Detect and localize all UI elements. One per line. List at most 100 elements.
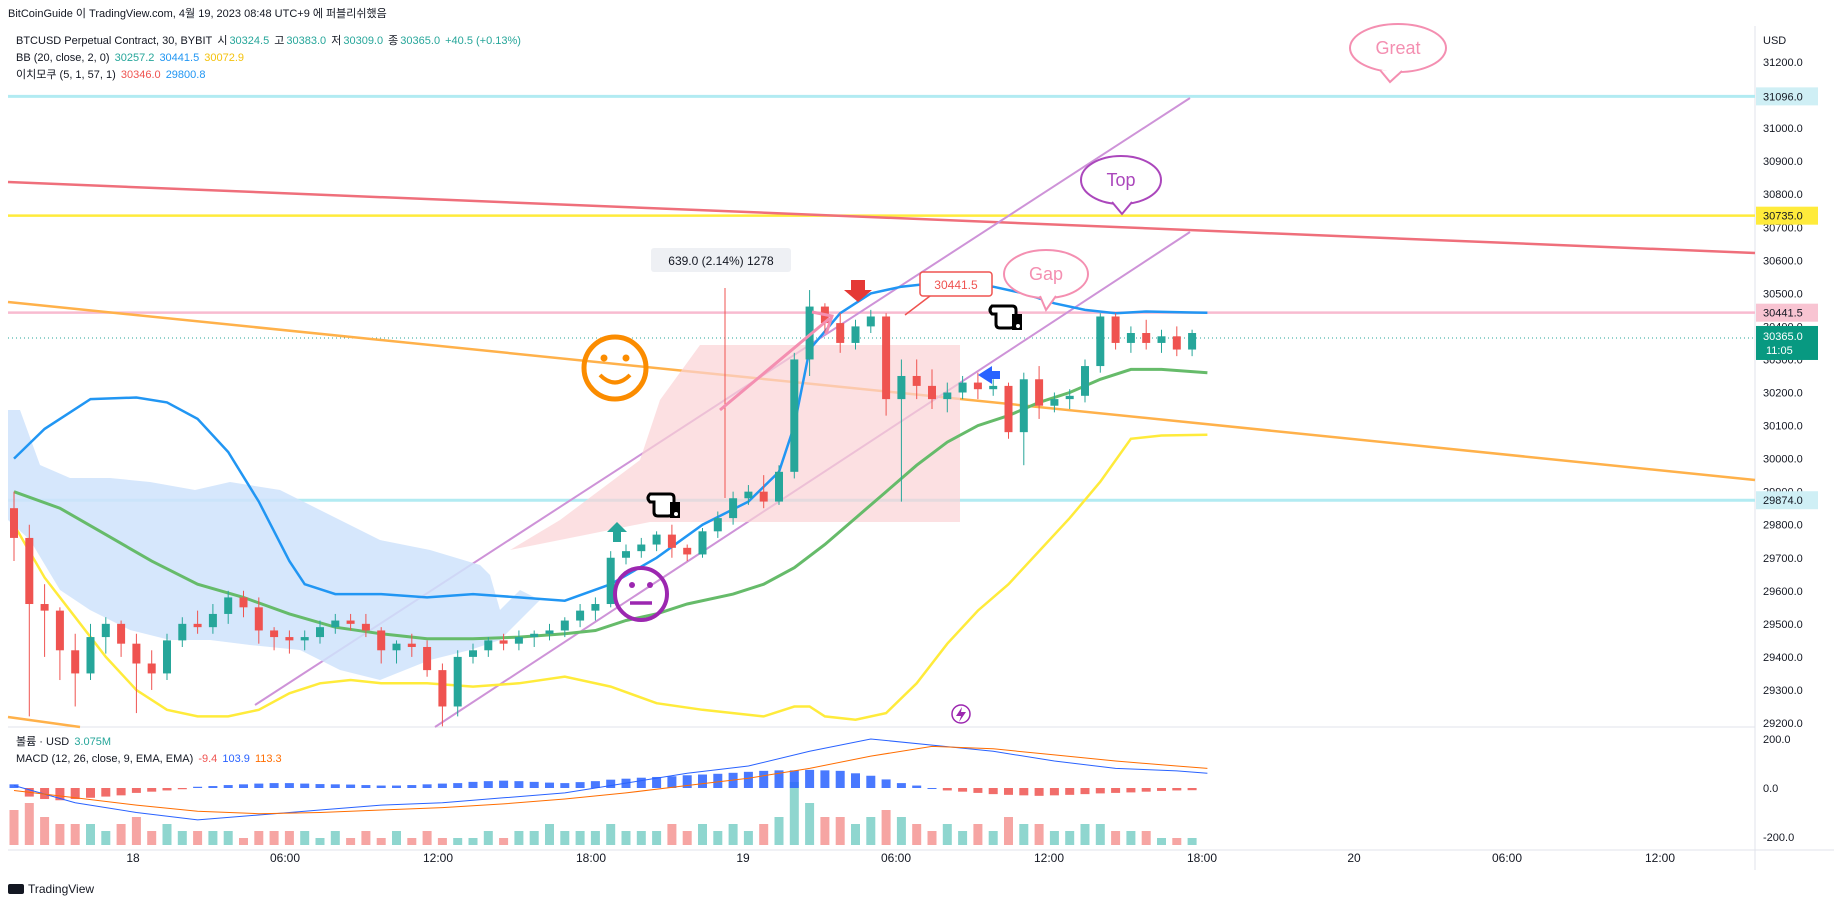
macd-hist-bar [1065,788,1075,795]
macd-hist-bar [162,788,172,791]
volume-bar [239,838,248,845]
volume-bar [116,824,126,845]
macd-hist-bar [177,788,187,790]
macd-hist-bar [927,788,937,789]
macd-legend[interactable]: MACD (12, 26, close, 9, EMA, EMA) -9.4 1… [16,752,284,766]
macd-hist-bar [1049,788,1059,796]
volume-bar [1034,824,1044,845]
price-tick-label: 29500.0 [1763,619,1803,631]
candle-body [606,557,615,605]
macd-hist-bar [1080,788,1090,795]
candle-body [40,604,49,611]
volume-bar [1187,838,1197,845]
volume-bar [24,803,34,845]
ichimoku-value-2: 29800.8 [165,69,206,81]
volume-bar [636,831,646,845]
candle-body [346,620,355,624]
macd-hist-bar [973,788,983,793]
macd-hist-bar [361,785,371,788]
tradingview-footer[interactable]: TradingView [8,882,94,896]
macd-hist-bar [1004,788,1013,795]
time-tick-label: 12:00 [1645,851,1675,865]
price-tick-label: 30000.0 [1763,454,1803,466]
macd-hist-bar [1187,788,1197,791]
candle-body [530,633,539,638]
top-bubble: Top [1080,155,1162,216]
ohlc-low: 30309.0 [343,35,384,47]
volume-bar [866,817,876,845]
volume-bar [973,824,983,845]
candle-body [392,643,401,651]
measure-label: 639.0 (2.14%) 1278 [668,254,774,268]
volume-bar [759,824,769,845]
macd-hist-bar [9,784,19,788]
price-tick-label: 31000.0 [1763,123,1803,135]
price-tick-label: 29700.0 [1763,553,1803,565]
macd-hist-bar [698,774,707,788]
level-badge-label: 29874.0 [1763,495,1803,507]
candle-body [1050,399,1059,406]
lightning-icon [951,704,971,724]
ohlc-high-label: 고 [274,35,285,47]
level-badge-label: 30735.0 [1763,211,1803,223]
volume-bar [422,831,432,845]
candle-body [958,382,967,393]
symbol-legend[interactable]: BTCUSD Perpetual Contract, 30, BYBIT 시 30… [16,34,523,48]
candle-body [637,544,646,552]
price-tick-label: 29300.0 [1763,685,1803,697]
blue-left-arrow-icon [978,366,1000,384]
volume-bar [682,831,692,845]
macd-hist-bar [55,788,65,801]
macd-line-value: 103.9 [222,753,250,765]
candle-body [469,650,477,657]
macd-hist-bar [851,773,860,788]
volume-label: 볼륨 · USD [16,736,70,748]
smiley-neutral-eye [647,582,653,588]
red-down-arrow-icon [844,280,872,302]
smiley-neutral-face [613,566,669,622]
volume-bar [1141,831,1151,845]
candle-body [790,359,799,472]
macd-hist-bar [805,769,815,788]
last-price-badge [1756,325,1818,360]
candle-body [683,547,692,555]
volume-bar [330,831,340,845]
volume-bar [1111,831,1121,845]
ohlc-high: 30383.0 [286,35,327,47]
candle-body [71,650,80,674]
lower-pane [9,738,1208,845]
candle-body [897,375,906,400]
volume-bar [315,838,325,845]
candle-body [270,630,279,638]
candle-body [1019,379,1028,433]
candle-body [576,610,585,621]
volume-bar [131,817,141,845]
ichimoku-legend[interactable]: 이치모쿠 (5, 1, 57, 1) 30346.0 29800.8 [16,68,207,82]
pink-arrow-line [719,316,831,412]
macd-hist-bar [820,770,830,788]
lightning-icon-bolt [956,707,966,722]
publisher-text: BitCoinGuide 이 TradingView.com, 4월 19, 2… [8,8,387,20]
ohlc-close-label: 종 [388,35,399,47]
bb-legend[interactable]: BB (20, close, 2, 0) 30257.2 30441.5 300… [16,51,246,65]
pointing-hand-icon-1 [646,492,680,518]
grid [8,26,1834,870]
macd-hist-bar [881,779,891,788]
time-tick-label: 20 [1347,851,1361,865]
macd-hist-bar [223,785,233,788]
price-callout-box [919,271,993,297]
candle-body [1065,395,1074,400]
volume-legend[interactable]: 볼륨 · USD 3.075M [16,735,113,749]
candle-body [1096,316,1105,367]
macd-hist-bar [254,783,264,788]
gap-bubble-tail [1039,295,1057,313]
volume-bar [499,838,509,845]
macd-hist-bar [606,779,616,788]
candle-body [239,597,248,608]
volume-bar [269,831,279,845]
candle-body [729,498,738,519]
bb-label: BB (20, close, 2, 0) [16,52,110,64]
macd-hist-bar [789,770,799,788]
volume-bar [1126,831,1136,845]
